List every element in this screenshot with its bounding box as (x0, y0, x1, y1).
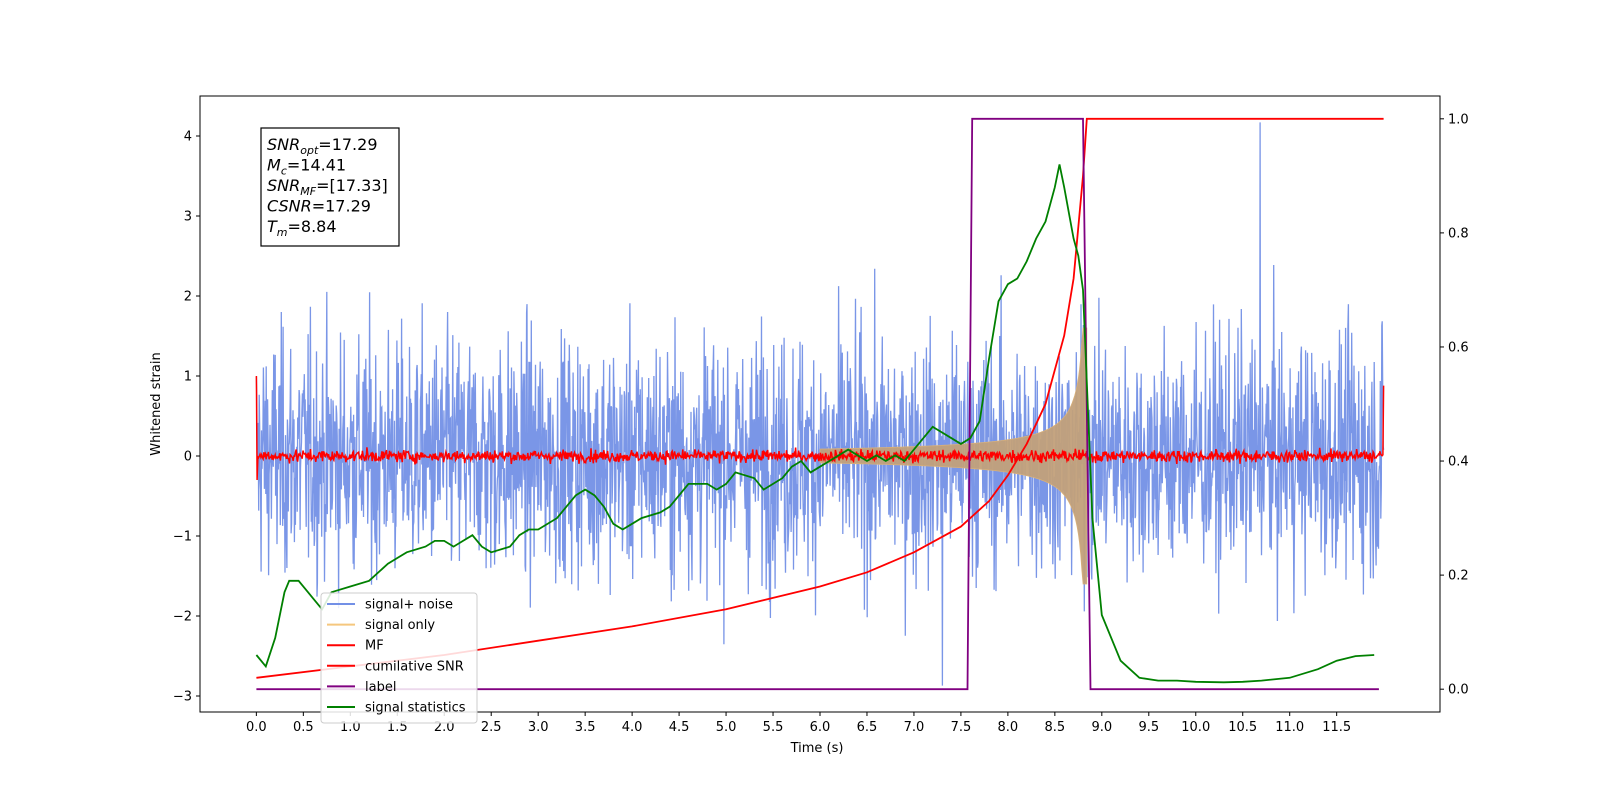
x-tick-label: 1.5 (387, 720, 408, 735)
stats-line: CSNR=17.29 (267, 197, 371, 216)
y-tick-label: −1 (173, 530, 192, 545)
stats-line: SNRMF=[17.33] (267, 176, 388, 198)
x-tick-label: 4.5 (669, 720, 690, 735)
y-tick-label: 1 (184, 370, 192, 385)
x-tick-label: 2.5 (481, 720, 502, 735)
x-tick-label: 6.0 (810, 720, 831, 735)
series-signal-noise (255, 122, 1385, 686)
y-tick-label: 4 (184, 130, 192, 145)
x-tick-label: 3.5 (575, 720, 596, 735)
y2-tick-label: 0.2 (1448, 569, 1469, 584)
stats-line: Mc=14.41 (267, 156, 346, 178)
y-tick-label: −2 (173, 610, 192, 625)
series-mf (255, 375, 1385, 481)
plot-area (255, 117, 1385, 691)
legend-label: label (365, 680, 396, 695)
x-axis-label: Time (s) (790, 741, 844, 756)
x-tick-label: 11.5 (1322, 720, 1351, 735)
y2-tick-label: 0.6 (1448, 340, 1469, 355)
legend-label: MF (365, 639, 384, 654)
x-tick-label: 5.0 (716, 720, 737, 735)
y-tick-label: −3 (173, 690, 192, 705)
x-tick-label: 2.0 (434, 720, 455, 735)
series-signal-statistics (255, 164, 1375, 684)
x-tick-label: 5.5 (763, 720, 784, 735)
x-tick-label: 0.5 (293, 720, 314, 735)
x-tick-label: 4.0 (622, 720, 643, 735)
series-cumulative-snr (256, 117, 1384, 679)
y-tick-label: 2 (184, 290, 192, 305)
legend-label: cumilative SNR (365, 659, 464, 674)
y2-tick-label: 1.0 (1448, 112, 1469, 127)
legend-label: signal+ noise (365, 598, 453, 613)
x-tick-label: 9.0 (1091, 720, 1112, 735)
x-tick-label: 7.0 (904, 720, 925, 735)
y2-tick-label: 0.0 (1448, 683, 1469, 698)
x-tick-label: 10.5 (1228, 720, 1257, 735)
legend-frame (320, 592, 478, 724)
x-tick-label: 8.0 (998, 720, 1019, 735)
legend: signal+ noise signal only MF cumilative SNR… (320, 592, 478, 724)
x-tick-label: 7.5 (951, 720, 972, 735)
y-axis-label: Whitened strain (149, 352, 164, 455)
x-tick-label: 9.5 (1138, 720, 1159, 735)
stats-box: SNRopt=17.29Mc=14.41SNRMF=[17.33]CSNR=17… (260, 127, 400, 247)
x-tick-label: 11.0 (1275, 720, 1304, 735)
stats-line: Tm=8.84 (267, 217, 337, 239)
x-tick-label: 3.0 (528, 720, 549, 735)
y-tick-label: 0 (184, 450, 192, 465)
stats-box-frame (260, 127, 400, 247)
axes: 0.0 0.5 1.0 1.5 2.0 2.5 3.0 3.5 4.0 4.5 5.0 5.5 6.0 6… (173, 112, 1469, 735)
x-tick-label: 0.0 (246, 720, 267, 735)
x-tick-label: 8.5 (1045, 720, 1066, 735)
x-tick-label: 1.0 (340, 720, 361, 735)
y2-tick-label: 0.4 (1448, 455, 1469, 470)
legend-label: signal only (365, 618, 435, 633)
series-label (256, 117, 1379, 691)
y2-tick-label: 0.8 (1448, 226, 1469, 241)
stats-line: SNRopt=17.29 (267, 135, 378, 157)
x-tick-label: 10.0 (1181, 720, 1210, 735)
legend-label: signal statistics (365, 701, 466, 716)
x-tick-label: 6.5 (857, 720, 878, 735)
y-tick-label: 3 (184, 210, 192, 225)
